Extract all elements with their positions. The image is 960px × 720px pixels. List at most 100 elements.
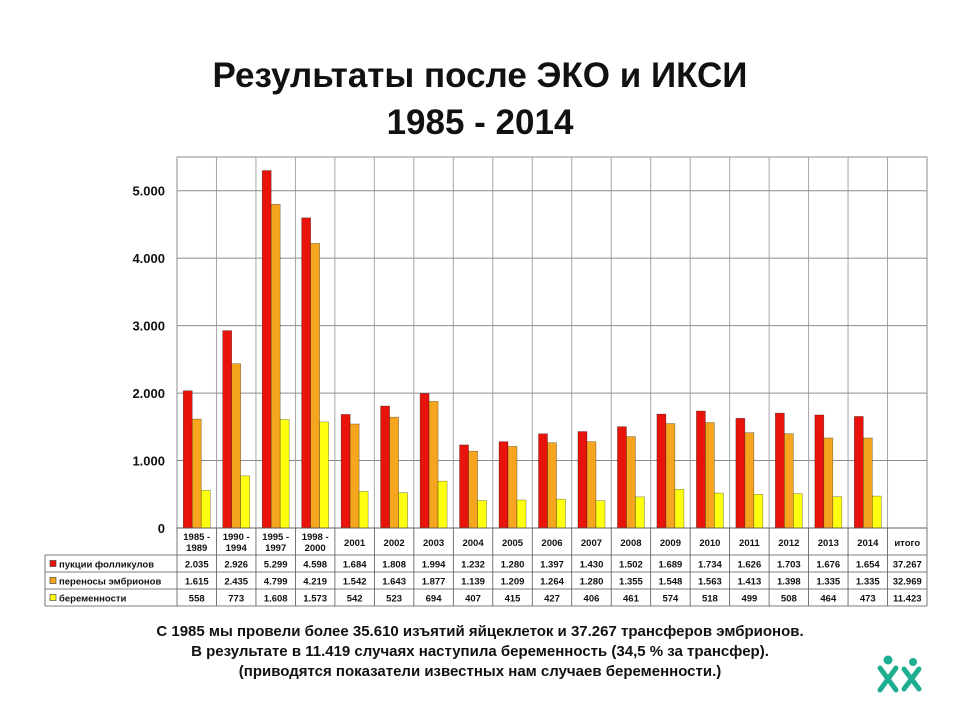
table-value: 1.413 [737,577,761,588]
table-value: 473 [860,594,876,605]
bar-series-2 [823,437,834,529]
y-tick-label: 3.000 [132,319,165,334]
bar-series-2 [389,416,399,529]
table-value: 523 [386,594,402,605]
bar-series-2 [231,363,242,529]
table-value: 1.397 [540,560,564,571]
footer-line-3: (приводятся показатели известных нам слу… [238,663,722,680]
y-tick-label: 1.000 [132,454,165,469]
y-tick-label: 5.000 [132,184,165,199]
bar-series-3 [871,495,882,529]
table-value: 694 [426,594,443,605]
logo-head-left [883,655,893,665]
table-value: 1.209 [501,577,525,588]
bar-series-3 [200,490,211,529]
bar-series-3 [279,419,290,529]
y-tick-label: 0 [158,521,165,536]
table-value: 499 [741,594,757,605]
table-value: 1.335 [816,577,840,588]
bar-series-1 [775,412,785,529]
bar-series-3 [635,496,645,529]
table-value: 427 [544,594,560,605]
legend-key [49,577,57,584]
bar-series-3 [437,480,448,529]
footer-notes: С 1985 мы провели более 35.610 изъятий я… [0,622,960,682]
title-block: Результаты после ЭКО и ИКСИ 1985 - 2014 [0,52,960,146]
table-value: 508 [781,594,797,605]
bar-series-2 [270,203,281,529]
legend-label: беременности [59,594,127,605]
bar-series-2 [744,432,755,529]
bar-series-3 [477,500,487,529]
logo-head-right [909,658,917,666]
legend-key [49,594,57,601]
bar-series-2 [665,423,676,529]
bar-series-3 [398,492,408,529]
table-value: 1.280 [501,560,525,571]
bar-series-3 [832,496,843,529]
table-value: 1.994 [422,560,446,571]
bar-series-3 [319,421,329,529]
chart-subtitle: 1985 - 2014 [386,103,574,142]
table-value: 2.435 [224,577,248,588]
table-value: 1.734 [698,560,722,571]
bar-series-3 [358,491,369,529]
category-label: 2003 [423,538,444,549]
table-total: 37.267 [893,560,922,571]
bar-series-1 [853,416,864,529]
plot-area: 0 1.000 2.000 3.000 4.000 5.000 [132,156,928,536]
bar-series-1 [498,441,509,529]
table-value: 1.573 [303,594,327,605]
total-label: итого [894,538,920,549]
category-label: 2009 [660,538,681,549]
bar-series-3 [793,493,803,529]
table-value: 464 [820,594,837,605]
category-label: 2007 [581,538,602,549]
table-value: 406 [584,594,600,605]
category-label: 2004 [462,538,484,549]
bar-series-3 [714,492,724,529]
bar-series-2 [191,418,202,529]
category-label: 2002 [384,538,405,549]
bar-series-1 [538,433,548,529]
bar-series-2 [784,433,794,529]
table-value: 1.689 [659,560,683,571]
people-logo-icon [877,655,922,693]
category-label: 1995 -1997 [262,532,289,554]
bar-series-2 [547,442,557,529]
table-value: 1.232 [461,560,485,571]
table-value: 1.430 [580,560,604,571]
category-label: 2011 [739,538,760,549]
table-value: 1.676 [816,560,840,571]
category-label: 1990 -1994 [223,532,250,554]
bar-series-1 [656,413,667,529]
category-label: 2006 [541,538,562,549]
table-value: 5.299 [264,560,288,571]
bar-series-1 [419,393,430,529]
bar-series-2 [349,423,360,529]
category-label: 2001 [344,538,366,549]
bar-series-1 [577,431,588,529]
logo-stroke [901,666,922,692]
bar-series-1 [735,418,746,529]
table-value: 1.548 [659,577,683,588]
table-value: 1.280 [580,577,604,588]
bars [182,170,882,529]
table-value: 1.615 [185,577,209,588]
bar-series-3 [556,498,566,529]
table-value: 773 [228,594,244,605]
y-tick-label: 2.000 [132,386,165,401]
category-label: 2005 [502,538,524,549]
table-total: 11.423 [893,594,922,605]
table-value: 1.643 [382,577,406,588]
bar-series-1 [222,330,233,529]
table-value: 2.035 [185,560,209,571]
bar-series-2 [586,441,597,529]
bar-series-2 [626,436,636,529]
legend-key [49,560,57,567]
bar-series-2 [705,422,715,529]
table-value: 1.355 [619,577,643,588]
table-value: 1.563 [698,577,722,588]
category-label: 2008 [620,538,641,549]
